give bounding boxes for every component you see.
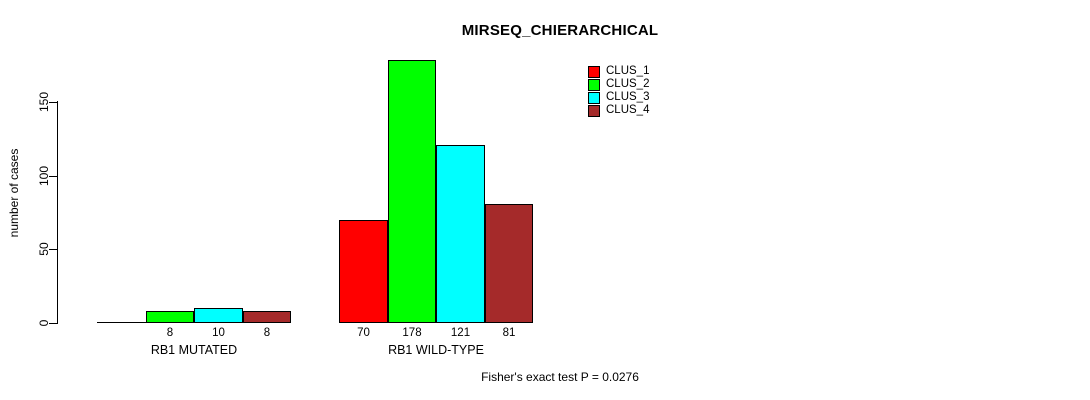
bar-clus_3 [436, 145, 485, 323]
bar-value-label: 8 [166, 327, 174, 339]
legend-color-swatch [588, 91, 600, 104]
legend-item: CLUS_1 [588, 65, 649, 78]
bar-clus_1 [97, 322, 146, 323]
bar-value-label: 8 [263, 327, 271, 339]
legend-item-label: CLUS_2 [606, 78, 650, 90]
y-axis-tick [49, 323, 57, 324]
bar-value-label: 121 [450, 327, 471, 339]
bar-clus_2 [388, 60, 436, 323]
bar-value-label: 10 [212, 327, 225, 339]
y-axis-tick [49, 176, 57, 177]
legend-item-label: CLUS_1 [606, 65, 650, 77]
legend-color-swatch [588, 78, 600, 91]
y-axis-tick-label: 0 [37, 319, 51, 327]
bar-clus_4 [243, 311, 291, 323]
y-axis-tick-label: 50 [37, 242, 51, 256]
bar-clus_4 [485, 204, 533, 323]
y-axis-tick [49, 102, 57, 103]
legend-item: CLUS_2 [588, 78, 649, 91]
y-axis-title: number of cases [7, 148, 21, 238]
legend-item-label: CLUS_3 [606, 91, 650, 103]
y-axis-tick-label: 100 [37, 165, 51, 187]
x-axis-category-label: RB1 MUTATED [150, 343, 238, 357]
legend: CLUS_1 CLUS_2 CLUS_3 CLUS_4 [588, 65, 649, 117]
legend-item-label: CLUS_4 [606, 104, 650, 116]
bar-value-label: 81 [502, 327, 516, 339]
y-axis-line [57, 101, 58, 324]
y-axis-tick-label: 150 [37, 91, 51, 113]
legend-color-swatch [588, 104, 600, 117]
x-axis-category-label: RB1 WILD-TYPE [388, 343, 484, 357]
legend-item: CLUS_4 [588, 104, 649, 117]
bar-clus_2 [146, 311, 194, 323]
legend-item: CLUS_3 [588, 91, 649, 104]
bar-value-label: 178 [402, 327, 422, 339]
chart-title: MIRSEQ_CHIERARCHICAL [461, 22, 659, 39]
bar-clus_1 [339, 220, 388, 323]
bar-value-label: 70 [357, 327, 370, 339]
y-axis-tick [49, 249, 57, 250]
footnote-fisher-test: Fisher's exact test P = 0.0276 [481, 370, 639, 384]
bar-clus_3 [194, 308, 243, 323]
legend-color-swatch [588, 65, 600, 78]
